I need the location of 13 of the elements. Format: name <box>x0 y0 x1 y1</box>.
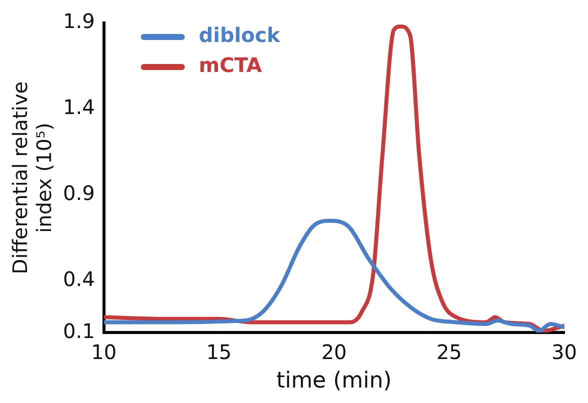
x-tick-label: 25 <box>436 340 462 364</box>
legend-label: diblock <box>198 23 281 48</box>
x-tick-label: 20 <box>321 340 347 364</box>
y-axis-title: Differential relative index (10⁵) <box>8 81 56 274</box>
x-axis-title: time (min) <box>276 368 392 394</box>
y-tick-label: 0.9 <box>62 181 95 206</box>
x-tick-label: 15 <box>206 340 232 364</box>
y-tick-label: 1.9 <box>62 9 95 34</box>
x-tick-label: 30 <box>552 340 577 364</box>
line-series <box>104 24 564 333</box>
legend-label: mCTA <box>198 53 262 78</box>
y-tick-label: 0.4 <box>62 267 95 292</box>
y-tick-label: 1.4 <box>62 95 95 120</box>
